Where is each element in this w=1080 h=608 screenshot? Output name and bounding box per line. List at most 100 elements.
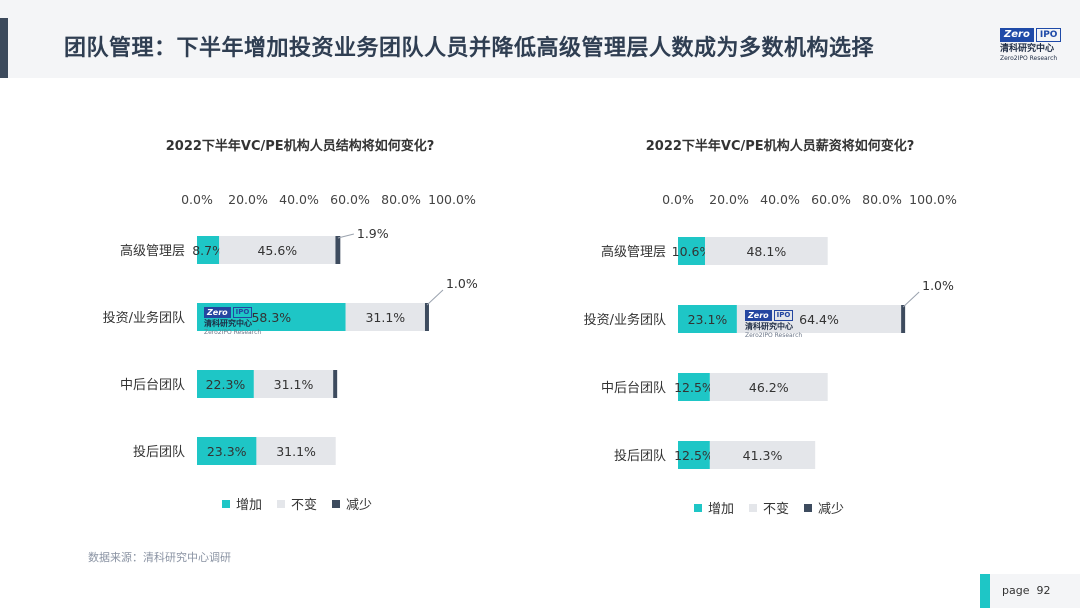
x-tick-label: 20.0%	[709, 192, 749, 207]
legend-unchanged-label: 不变	[763, 501, 789, 517]
bar-decrease	[335, 236, 341, 264]
data-label: 64.4%	[799, 312, 839, 327]
chart-personnel-structure: 2022下半年VC/PE机构人员结构将如何变化? 0.0% 20.0% 40.0% 60…	[103, 138, 478, 513]
bar-increase	[678, 441, 710, 469]
watermark-logo: Zero IPO 清科研究中心 Zero2IPO Research	[745, 310, 805, 346]
watermark-logo: Zero IPO 清科研究中心 Zero2IPO Research	[204, 307, 264, 343]
watermark-cn: 清科研究中心	[204, 319, 252, 328]
page-number: page 92	[1002, 584, 1050, 597]
legend-increase-swatch	[694, 504, 702, 512]
category-label: 投后团队	[614, 448, 666, 464]
x-tick-label: 100.0%	[909, 192, 957, 207]
data-label: 41.3%	[743, 448, 783, 463]
bar-decrease	[424, 303, 429, 331]
watermark-cn: 清科研究中心	[745, 322, 793, 331]
legend-decrease-swatch	[804, 504, 812, 512]
data-label: 12.5%	[674, 380, 714, 395]
watermark-zero: Zero	[204, 307, 231, 318]
data-label: 8.7%	[192, 243, 224, 258]
x-tick-label: 60.0%	[330, 192, 370, 207]
x-tick-label: 80.0%	[381, 192, 421, 207]
data-label-decrease: 1.9%	[357, 226, 389, 241]
chart-title: 2022下半年VC/PE机构人员结构将如何变化?	[166, 138, 434, 154]
category-label: 中后台团队	[120, 378, 185, 393]
bar-unchanged	[219, 236, 336, 264]
data-label-decrease: 1.0%	[446, 276, 478, 291]
category-label: 高级管理层	[120, 243, 185, 259]
x-tick-label: 60.0%	[811, 192, 851, 207]
page-title: 团队管理：下半年增加投资业务团队人员并降低高级管理层人数成为多数机构选择	[64, 36, 875, 61]
data-label: 31.1%	[274, 377, 314, 392]
leader-line	[426, 289, 444, 306]
legend-unchanged-swatch	[749, 504, 757, 512]
data-label: 23.3%	[207, 444, 247, 459]
category-label: 高级管理层	[601, 244, 666, 260]
bar-increase	[678, 305, 737, 333]
data-source-note: 数据来源：清科研究中心调研	[88, 551, 231, 564]
page-footer-accent	[980, 574, 990, 608]
data-label: 23.1%	[688, 312, 728, 327]
page-number-value: 92	[1036, 584, 1051, 597]
bar-increase	[197, 437, 257, 465]
data-label-decrease: 1.0%	[922, 278, 954, 293]
data-label: 10.6%	[672, 244, 712, 259]
x-tick-label: 20.0%	[228, 192, 268, 207]
watermark-zero: Zero	[745, 310, 772, 321]
header-band	[0, 0, 1080, 78]
category-label: 投资/业务团队	[103, 310, 185, 326]
logo-ipo: IPO	[1035, 28, 1062, 42]
legend-decrease-swatch	[332, 500, 340, 508]
bar-unchanged	[705, 237, 828, 265]
logo-zero: Zero	[1000, 28, 1034, 42]
page-label: page	[1002, 584, 1030, 597]
x-tick-label: 40.0%	[760, 192, 800, 207]
x-tick-label: 0.0%	[662, 192, 694, 207]
legend-increase-label: 增加	[236, 498, 262, 513]
legend-decrease-label: 减少	[818, 502, 844, 517]
bar-unchanged	[345, 303, 425, 331]
chart-personnel-salary: 2022下半年VC/PE机构人员薪资将如何变化? 0.0% 20.0% 40.0% 60…	[584, 138, 957, 517]
data-label: 31.1%	[365, 310, 405, 325]
legend-unchanged-label: 不变	[291, 497, 317, 513]
bar-unchanged	[709, 373, 828, 401]
data-label: 46.2%	[749, 380, 789, 395]
watermark-en: Zero2IPO Research	[745, 332, 803, 339]
x-tick-label: 80.0%	[862, 192, 902, 207]
data-label: 58.3%	[251, 310, 291, 325]
bar-increase	[678, 373, 710, 401]
chart-title: 2022下半年VC/PE机构人员薪资将如何变化?	[646, 138, 914, 154]
category-label: 投后团队	[133, 444, 185, 460]
bar-increase	[197, 370, 254, 398]
data-label: 22.3%	[206, 377, 246, 392]
bar-decrease	[901, 305, 906, 333]
legend-unchanged-swatch	[277, 500, 285, 508]
header-accent-bar	[0, 18, 8, 78]
bar-decrease	[333, 370, 338, 398]
watermark-ipo: IPO	[232, 307, 253, 318]
x-tick-label: 0.0%	[181, 192, 213, 207]
bar-unchanged	[253, 370, 334, 398]
x-tick-label: 100.0%	[428, 192, 476, 207]
bar-unchanged	[256, 437, 336, 465]
logo-cn-text: 清科研究中心	[1000, 44, 1055, 54]
category-label: 投资/业务团队	[584, 312, 666, 328]
watermark-en: Zero2IPO Research	[204, 329, 262, 336]
page-footer	[980, 574, 1080, 608]
bar-increase	[197, 236, 220, 264]
logo-en-text: Zero2IPO Research	[1000, 55, 1058, 62]
bar-increase	[678, 237, 706, 265]
leader-line	[337, 233, 355, 239]
bar-unchanged	[709, 441, 816, 469]
category-label: 中后台团队	[601, 381, 666, 396]
legend-increase-label: 增加	[708, 502, 734, 517]
x-tick-label: 40.0%	[279, 192, 319, 207]
watermark-ipo: IPO	[773, 310, 794, 321]
data-label: 48.1%	[746, 244, 786, 259]
legend-decrease-label: 减少	[346, 498, 372, 513]
legend-increase-swatch	[222, 500, 230, 508]
zero2ipo-logo: Zero IPO 清科研究中心 Zero2IPO Research	[1000, 28, 1062, 66]
data-label: 31.1%	[276, 444, 316, 459]
leader-line	[902, 291, 920, 308]
data-label: 12.5%	[674, 448, 714, 463]
data-label: 45.6%	[257, 243, 297, 258]
